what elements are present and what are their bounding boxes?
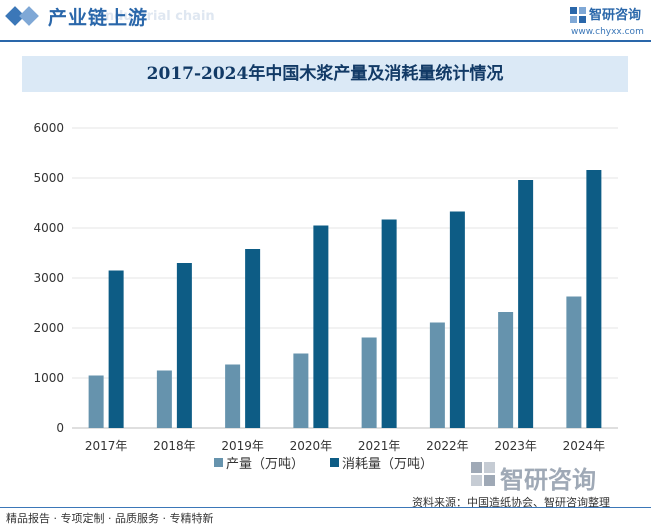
x-tick-label: 2022年 (426, 439, 469, 453)
legend: 产量（万吨） 消耗量（万吨） (214, 457, 433, 472)
section-ghost-text: Industrial chain (100, 9, 215, 24)
x-axis: 2017年 2018年 2019年 2020年 2021年 2022年 2023年 2024年 (85, 439, 605, 453)
x-tick-label: 2017年 (85, 439, 128, 453)
legend-swatch (214, 458, 223, 467)
source-note: 资料来源：中国造纸协会、智研咨询整理 (412, 496, 610, 509)
header: Industrial chain 产业链上游 智研咨询 www.chyxx.co… (0, 0, 651, 38)
bar-consumption (381, 219, 397, 428)
legend-label: 消耗量（万吨） (342, 457, 433, 472)
chart-title: 2017-2024年中国木浆产量及消耗量统计情况 (146, 64, 504, 84)
y-tick-label: 6000 (33, 121, 64, 135)
bar-consumption (518, 180, 534, 428)
watermark-logo-icon (471, 462, 495, 486)
watermark-name: 智研咨询 (500, 466, 596, 494)
x-tick-label: 2018年 (153, 439, 196, 453)
footer-tagline: 精品报告 · 专项定制 · 品质服务 · 专精特新 (6, 512, 214, 525)
grid-lines (72, 127, 618, 429)
legend-label: 产量（万吨） (226, 457, 304, 472)
bar-consumption (245, 249, 261, 428)
bar-production (88, 375, 104, 428)
header-divider (0, 40, 651, 42)
x-tick-label: 2021年 (358, 439, 401, 453)
chart-title-bar: 2017-2024年中国木浆产量及消耗量统计情况 (22, 56, 628, 92)
bar-production (566, 296, 582, 428)
y-tick-label: 5000 (33, 171, 64, 185)
bar-consumption (176, 263, 192, 428)
bar-consumption (313, 225, 329, 428)
bar-consumption (449, 211, 465, 428)
x-tick-label: 2019年 (221, 439, 264, 453)
bars (88, 170, 602, 428)
x-tick-label: 2020年 (290, 439, 333, 453)
y-tick-label: 3000 (33, 271, 64, 285)
bar-production (498, 312, 514, 428)
bar-production (429, 322, 445, 428)
brand-name: 智研咨询 (589, 8, 642, 23)
y-tick-label: 0 (56, 421, 64, 435)
section-title: 产业链上游 (48, 7, 149, 29)
bar-consumption (586, 170, 602, 428)
y-tick-label: 1000 (33, 371, 64, 385)
brand-url: www.chyxx.com (571, 27, 644, 37)
y-tick-label: 2000 (33, 321, 64, 335)
bar-production (156, 370, 172, 428)
bar-production (225, 364, 241, 428)
brand-logo-icon (570, 7, 586, 23)
bar-production (293, 353, 309, 428)
legend-swatch (330, 458, 339, 467)
x-tick-label: 2024年 (563, 439, 606, 453)
bar-production (361, 337, 377, 428)
bar-consumption (108, 270, 124, 428)
y-tick-label: 4000 (33, 221, 64, 235)
y-axis: 0 1000 2000 3000 4000 5000 6000 (33, 121, 64, 435)
x-tick-label: 2023年 (494, 439, 537, 453)
footer-divider (0, 507, 651, 508)
